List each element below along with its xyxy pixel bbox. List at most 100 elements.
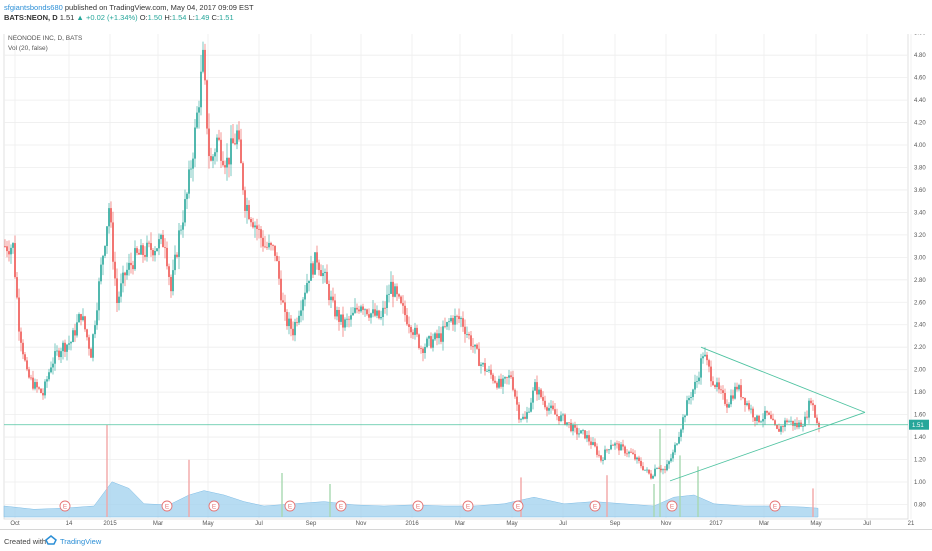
candle-body (416, 327, 418, 335)
candle-body (198, 107, 200, 113)
candle-body (74, 330, 76, 336)
candle-body (632, 452, 634, 455)
candle-body (616, 443, 618, 445)
candle-body (170, 276, 172, 292)
candle-body (386, 294, 388, 308)
y-tick-label: 3.20 (914, 233, 926, 239)
earnings-marker-label: E (670, 504, 675, 511)
candle-body (484, 363, 486, 372)
candle-body (20, 331, 22, 343)
candle-body (432, 339, 434, 348)
candle-body (530, 402, 532, 412)
candle-body (768, 412, 770, 415)
candle-body (656, 467, 658, 469)
candle-body (716, 382, 718, 388)
candle-body (260, 229, 262, 238)
candle-body (342, 314, 344, 328)
candle-body (670, 458, 672, 462)
candle-body (106, 226, 108, 247)
candle-body (724, 392, 726, 404)
candle-body (374, 309, 376, 316)
earnings-marker-label: E (416, 504, 421, 511)
candle-body (400, 296, 402, 304)
candle-body (434, 333, 436, 340)
candle-body (112, 222, 114, 262)
earnings-marker (512, 500, 524, 512)
candle-body (200, 71, 202, 108)
candle-body (148, 242, 150, 244)
candle-body (450, 318, 452, 322)
candle-body (12, 243, 14, 248)
candle-body (754, 417, 756, 421)
candle-body (186, 193, 188, 200)
candle-body (588, 435, 590, 442)
candle-body (506, 377, 508, 378)
candle-body (268, 242, 270, 248)
candle-body (454, 315, 456, 325)
candle-body (688, 397, 690, 401)
candle-body (546, 407, 548, 411)
volume-area (3, 481, 819, 518)
candle-body (274, 245, 276, 256)
candle-body (418, 334, 420, 349)
y-tick-label: 1.00 (914, 480, 926, 486)
candle-body (354, 307, 356, 313)
candle-body (324, 271, 326, 274)
candle-body (58, 350, 60, 358)
candle-body (402, 303, 404, 306)
candle-body (126, 269, 128, 276)
candle-body (666, 464, 668, 471)
price-axis[interactable]: 0.80 1.00 1.20 1.40 1.60 1.80 2.00 2.20 2.40 2.60… (909, 31, 929, 509)
candle-body (702, 356, 704, 359)
candle-body (390, 281, 392, 294)
candle-body (62, 342, 64, 352)
candle-body (300, 310, 302, 316)
candle-body (322, 273, 324, 277)
candle-body (98, 281, 100, 311)
x-tick-label: Mar (455, 521, 465, 527)
candle-body (766, 410, 768, 413)
candle-body (32, 377, 34, 389)
candle-body (56, 350, 58, 352)
candle-body (236, 130, 238, 145)
candle-body (258, 228, 260, 230)
candle-body (378, 310, 380, 319)
candle-body (164, 247, 166, 248)
candle-body (250, 219, 252, 223)
candle-body (802, 426, 804, 427)
close-value: 1.51 (219, 13, 234, 22)
candle-body (40, 388, 42, 393)
candle-body (14, 243, 16, 278)
candle-body (384, 307, 386, 309)
candle-body (248, 204, 250, 220)
candle-body (542, 397, 544, 401)
candle-body (34, 382, 36, 389)
candle-body (278, 261, 280, 279)
candle-body (590, 441, 592, 445)
open-value: 1.50 (147, 13, 163, 22)
y-tick-label: 1.80 (914, 390, 926, 396)
tradingview-logo-icon[interactable] (45, 535, 57, 545)
candle-body (756, 415, 758, 421)
candle-body (536, 382, 538, 395)
candle-body (698, 377, 700, 382)
candle-body (66, 344, 68, 352)
tradingview-brand-link[interactable]: TradingView (60, 537, 102, 546)
candle-body (308, 280, 310, 284)
candle-body (808, 400, 810, 418)
candle-body (710, 366, 712, 382)
candle-body (436, 333, 438, 339)
candle-body (462, 318, 464, 327)
candle-body (140, 245, 142, 255)
candle-body (50, 367, 52, 373)
author-link[interactable]: sfgiantsbonds680 (4, 3, 63, 12)
time-axis[interactable]: Oct 14 2015 Mar May Jul Sep Nov 2016 Mar May Jul Sep… (10, 521, 915, 527)
candle-body (190, 168, 192, 170)
candle-body (120, 283, 122, 297)
earnings-marker (161, 500, 173, 512)
candle-body (270, 242, 272, 246)
candle-body (644, 469, 646, 471)
triangle-trendlines (4, 346, 908, 482)
